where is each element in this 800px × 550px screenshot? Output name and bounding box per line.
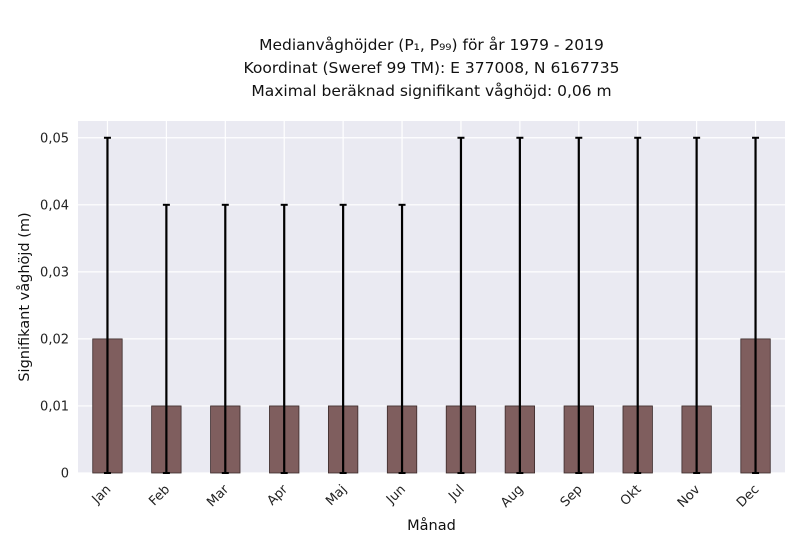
x-tick-label-apr: Apr xyxy=(265,482,292,509)
x-tick-label-jun: Jun xyxy=(383,482,409,508)
title-line-1: Medianvåghöjder (P₁, P₉₉) för år 1979 - … xyxy=(259,36,604,54)
error-bars xyxy=(103,136,760,474)
x-tick-label-maj: Maj xyxy=(323,482,350,509)
x-tick-label-jul: Jul xyxy=(445,482,467,504)
y-tick-labels: 0 0,01 0,02 0,03 0,04 0,05 xyxy=(40,131,69,481)
x-tick-label-jan: Jan xyxy=(89,482,114,507)
x-tick-label-feb: Feb xyxy=(146,482,173,509)
y-tick-label: 0,04 xyxy=(40,198,69,213)
y-tick-label: 0,05 xyxy=(40,131,69,146)
x-tick-labels: Jan Feb Mar Apr Maj Jun Jul Aug Sep Okt Nov Dec xyxy=(89,482,763,511)
x-axis-label: Månad xyxy=(407,517,456,534)
x-tick-label-nov: Nov xyxy=(675,482,704,511)
y-tick-label: 0 xyxy=(61,467,69,482)
y-tick-label: 0,02 xyxy=(40,332,69,347)
y-axis-label: Signifikant våghöjd (m) xyxy=(16,212,33,381)
x-tick-label-mar: Mar xyxy=(204,482,232,510)
x-tick-label-okt: Okt xyxy=(618,482,645,509)
title-line-2: Koordinat (Sweref 99 TM): E 377008, N 61… xyxy=(243,59,620,77)
y-tick-label: 0,03 xyxy=(40,265,69,280)
x-tick-label-sep: Sep xyxy=(558,482,586,510)
chart-title: Medianvåghöjder (P₁, P₉₉) för år 1979 - … xyxy=(78,34,785,103)
y-tick-label: 0,01 xyxy=(40,399,69,414)
plot-area xyxy=(78,121,785,473)
x-tick-label-aug: Aug xyxy=(498,482,527,511)
x-tick-label-dec: Dec xyxy=(734,482,762,510)
title-line-3: Maximal beräknad signifikant våghöjd: 0,… xyxy=(251,82,612,100)
